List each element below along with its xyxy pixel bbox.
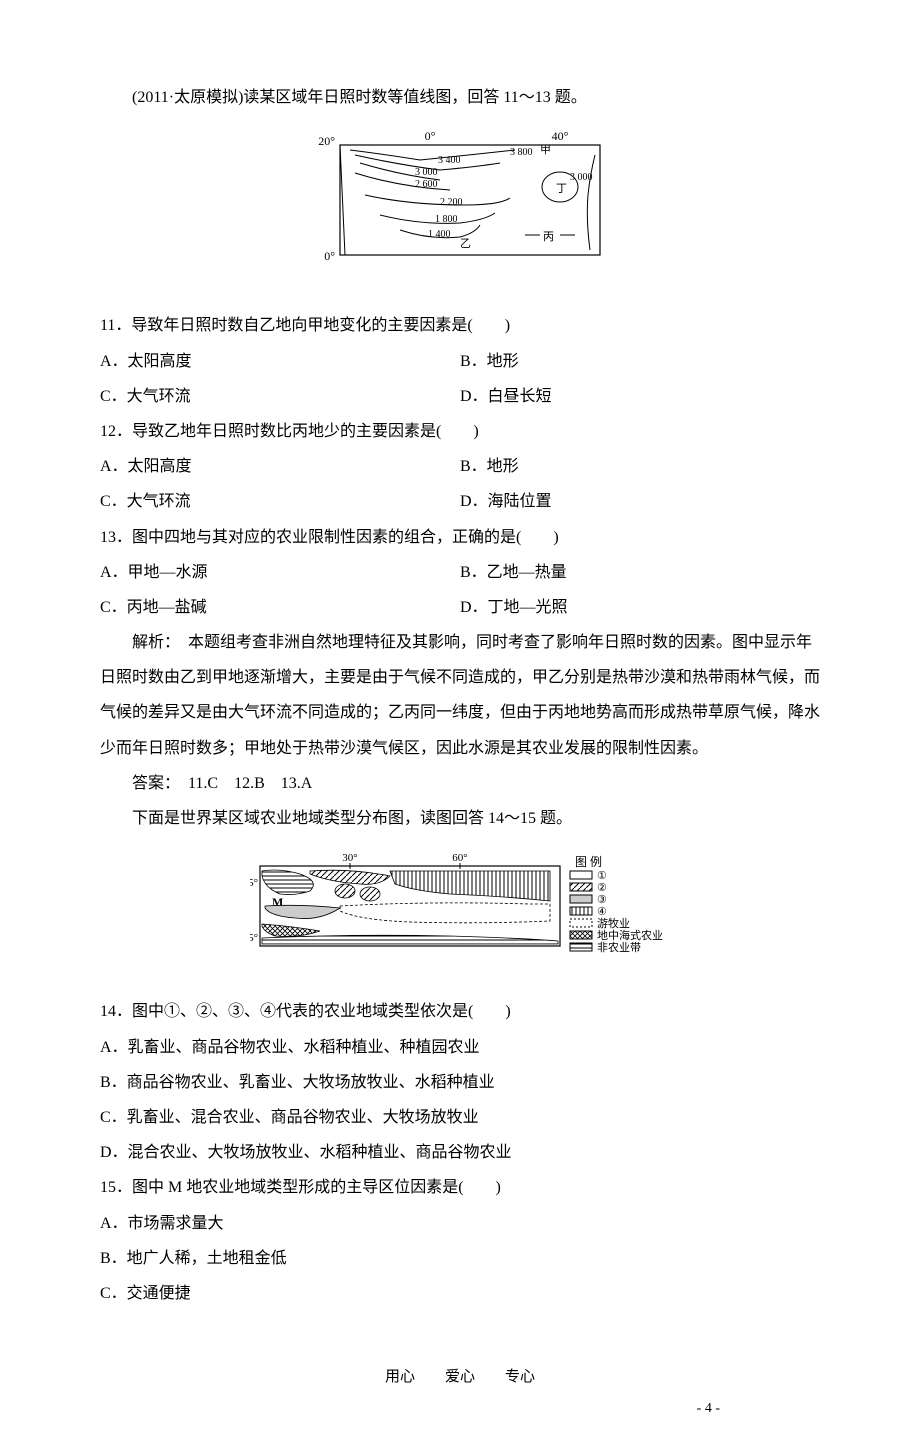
q13-opt-b: B．乙地—热量 xyxy=(460,555,820,590)
fig2-leg-4-lbl: ④ xyxy=(597,906,607,918)
fig2-lat-55: 55° xyxy=(250,877,258,889)
fig1-label-3000r: 3 000 xyxy=(570,172,593,183)
q11-stem: 11．导致年日照时数自乙地向甲地变化的主要因素是( ) xyxy=(100,308,820,343)
q14-opt-d: D．混合农业、大牧场放牧业、水稻种植业、商品谷物农业 xyxy=(100,1135,820,1170)
fig2-leg-2-sym xyxy=(570,883,592,891)
fig2-region-bottom xyxy=(262,936,558,945)
fig2-region-nomad xyxy=(340,903,550,923)
q11-opt-c: C．大气环流 xyxy=(100,379,460,414)
fig1-label-3000: 3 000 xyxy=(415,167,438,178)
fig2-leg-3-lbl: ③ xyxy=(597,894,607,906)
q15-opt-c: C．交通便捷 xyxy=(100,1276,820,1311)
fig2-leg-6-sym xyxy=(570,931,592,939)
footer-pagenum: - 4 - xyxy=(697,1394,720,1425)
fig2-leg-5-lbl: 游牧业 xyxy=(597,916,630,930)
fig1-label-1800: 1 800 xyxy=(435,214,458,225)
fig2-leg-2-lbl: ② xyxy=(597,882,607,894)
figure-1: 20° 0° 40° 0° 3 800 甲 3 400 3 000 2 600 … xyxy=(100,125,820,288)
intro-2: 下面是世界某区域农业地域类型分布图，读图回答 14～15 题。 xyxy=(100,801,820,836)
fig1-coastline-left xyxy=(340,145,345,255)
fig1-point-jia: 甲 xyxy=(540,144,551,156)
q14-opt-c: C．乳畜业、混合农业、商品谷物农业、大牧场放牧业 xyxy=(100,1100,820,1135)
fig1-point-bing: 丙 xyxy=(543,231,554,243)
q14-stem: 14．图中①、②、③、④代表的农业地域类型依次是( ) xyxy=(100,994,820,1029)
fig1-lat-0: 0° xyxy=(324,249,335,263)
q11-opt-d: D．白昼长短 xyxy=(460,379,820,414)
fig2-region-2 xyxy=(310,870,390,884)
q15-opt-b: B．地广人稀，土地租金低 xyxy=(100,1241,820,1276)
fig2-leg-6-lbl: 地中海式农业 xyxy=(597,928,663,942)
fig1-coastline-right xyxy=(587,155,595,250)
fig2-legend-title: 图 例 xyxy=(575,855,602,869)
fig2-region-med xyxy=(262,924,320,936)
figure-2: 30° 60° 55° 45° M 图 例 ① ② ③ ④ 游牧业 地中海式农业… xyxy=(100,846,820,974)
fig2-region-4 xyxy=(390,871,550,901)
fig1-point-yi: 乙 xyxy=(460,237,471,250)
fig1-label-1400: 1 400 xyxy=(428,229,451,240)
analysis-text: 解析： 本题组考查非洲自然地理特征及其影响，同时考查了影响年日照时数的因素。图中… xyxy=(100,625,820,766)
q13-stem: 13．图中四地与其对应的农业限制性因素的组合，正确的是( ) xyxy=(100,520,820,555)
fig1-lon-20: 20° xyxy=(318,134,335,148)
q12-opt-a: A．太阳高度 xyxy=(100,449,460,484)
fig2-leg-1-lbl: ① xyxy=(597,870,607,882)
fig2-region-m xyxy=(262,870,313,895)
q15-stem: 15．图中 M 地农业地域类型形成的主导区位因素是( ) xyxy=(100,1170,820,1205)
q12-opt-d: D．海陆位置 xyxy=(460,484,820,519)
q12-stem: 12．导致乙地年日照时数比丙地少的主要因素是( ) xyxy=(100,414,820,449)
footer-center: 用心 爱心 专心 xyxy=(100,1361,820,1394)
fig2-region-2c xyxy=(360,887,380,901)
fig1-label-2600: 2 600 xyxy=(415,179,438,190)
fig1-label-2200: 2 200 xyxy=(440,197,463,208)
q15-opt-a: A．市场需求量大 xyxy=(100,1206,820,1241)
intro-1: (2011·太原模拟)读某区域年日照时数等值线图，回答 11～13 题。 xyxy=(100,80,820,115)
fig2-leg-1-sym xyxy=(570,871,592,879)
q13-opt-c: C．丙地—盐碱 xyxy=(100,590,460,625)
q13-opt-a: A．甲地—水源 xyxy=(100,555,460,590)
q12-opt-b: B．地形 xyxy=(460,449,820,484)
fig1-label-3800: 3 800 xyxy=(510,147,533,158)
q12-opt-c: C．大气环流 xyxy=(100,484,460,519)
fig2-region-2b xyxy=(335,884,355,898)
fig2-region-3 xyxy=(265,906,340,919)
q14-opt-a: A．乳畜业、商品谷物农业、水稻种植业、种植园农业 xyxy=(100,1030,820,1065)
fig2-leg-7-sym xyxy=(570,943,592,951)
q11-opt-a: A．太阳高度 xyxy=(100,344,460,379)
fig2-lat-45: 45° xyxy=(250,932,258,944)
fig2-lon-60: 60° xyxy=(452,852,467,864)
q11-opt-b: B．地形 xyxy=(460,344,820,379)
fig2-leg-3-sym xyxy=(570,895,592,903)
fig1-point-ding: 丁 xyxy=(556,183,567,195)
q14-opt-b: B．商品谷物农业、乳畜业、大牧场放牧业、水稻种植业 xyxy=(100,1065,820,1100)
fig1-lon-0: 0° xyxy=(425,129,436,143)
fig1-contour-2200 xyxy=(365,195,510,205)
q13-opt-d: D．丁地—光照 xyxy=(460,590,820,625)
fig1-label-3400: 3 400 xyxy=(438,155,461,166)
fig1-contour-3800 xyxy=(350,150,515,160)
fig2-leg-5-sym xyxy=(570,919,592,927)
answer-line: 答案： 11.C 12.B 13.A xyxy=(100,766,820,801)
fig2-leg-4-sym xyxy=(570,907,592,915)
fig2-lon-30: 30° xyxy=(342,852,357,864)
fig2-leg-7-lbl: 非农业带 xyxy=(597,940,641,954)
fig1-lon-40: 40° xyxy=(552,129,569,143)
